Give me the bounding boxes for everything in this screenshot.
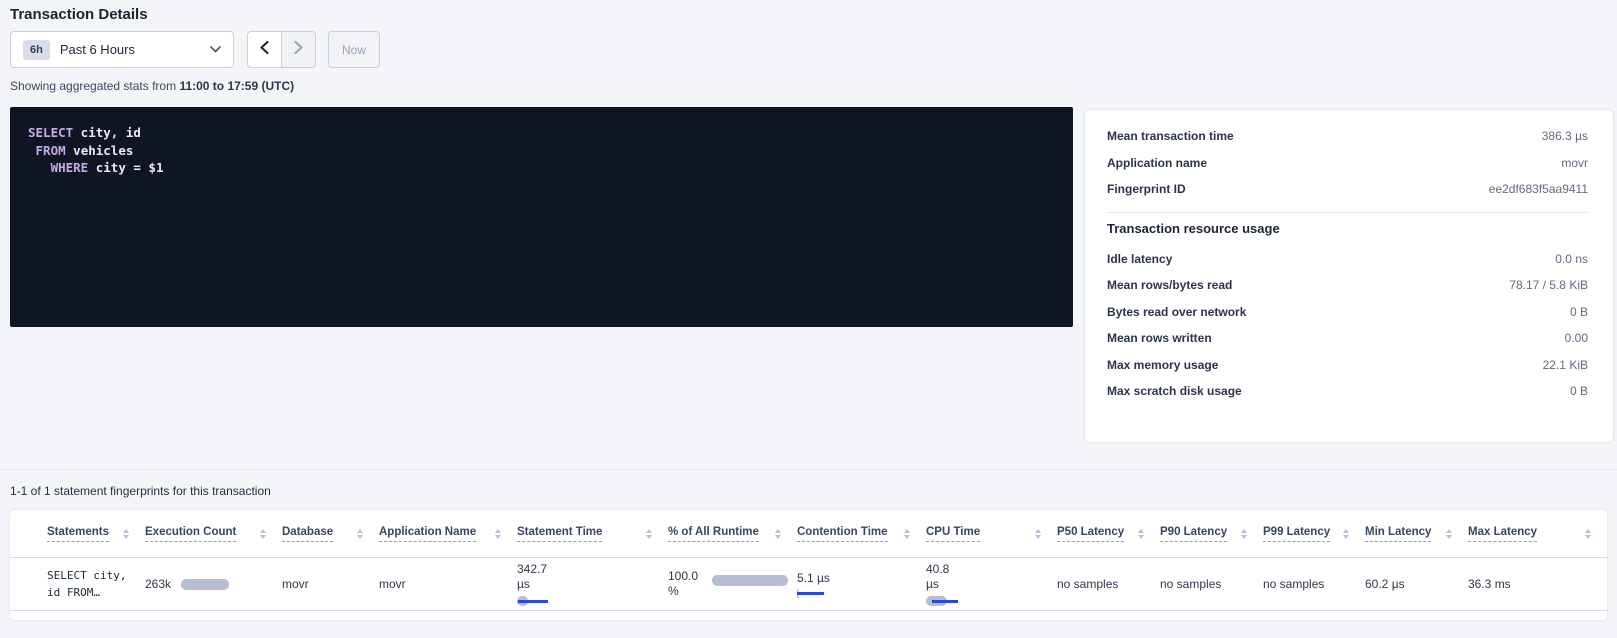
column-header-contention-time: Contention Time bbox=[797, 526, 926, 542]
summary-value: 386.3 µs bbox=[1541, 129, 1588, 144]
runtime-pct-bar bbox=[712, 574, 789, 586]
p99-latency-cell: no samples bbox=[1263, 577, 1325, 591]
stats-caption-prefix: Showing aggregated stats from bbox=[10, 79, 180, 93]
aggregated-stats-caption: Showing aggregated stats from 11:00 to 1… bbox=[10, 79, 294, 93]
resource-row: Max scratch disk usage 0 B bbox=[1107, 378, 1588, 405]
column-header-p90-latency: P90 Latency bbox=[1160, 526, 1263, 542]
time-nav-group bbox=[247, 31, 316, 68]
p50-latency-cell: no samples bbox=[1057, 577, 1119, 591]
cpu-time-bar bbox=[926, 596, 974, 606]
resource-label: Bytes read over network bbox=[1107, 304, 1247, 319]
resource-label: Max memory usage bbox=[1107, 357, 1219, 372]
resource-row: Mean rows written 0.00 bbox=[1107, 325, 1588, 352]
resource-row: Idle latency 0.0 ns bbox=[1107, 246, 1588, 273]
statements-count-caption: 1-1 of 1 statement fingerprints for this… bbox=[10, 484, 271, 498]
sort-icon[interactable] bbox=[1446, 528, 1452, 539]
sql-keyword: FROM bbox=[35, 142, 66, 158]
next-time-button[interactable] bbox=[281, 31, 316, 68]
runtime-pct-cell: 100.0 % bbox=[668, 569, 797, 599]
summary-value: movr bbox=[1561, 155, 1588, 170]
divider bbox=[1107, 211, 1588, 213]
summary-row: Application name movr bbox=[1107, 150, 1588, 177]
execution-count-cell: 263k bbox=[145, 577, 282, 591]
sort-icon[interactable] bbox=[495, 528, 501, 539]
resource-value: 78.17 / 5.8 KiB bbox=[1509, 278, 1588, 293]
column-header-max-latency: Max Latency bbox=[1468, 526, 1607, 542]
column-header-runtime-pct: % of All Runtime bbox=[668, 526, 797, 542]
summary-label: Mean transaction time bbox=[1107, 129, 1234, 144]
execution-count-bar bbox=[181, 578, 230, 590]
summary-label: Application name bbox=[1107, 155, 1208, 170]
resource-row: Bytes read over network 0 B bbox=[1107, 299, 1588, 326]
sort-icon[interactable] bbox=[775, 528, 781, 539]
sort-icon[interactable] bbox=[260, 528, 266, 539]
time-range-badge: 6h bbox=[23, 39, 50, 60]
statement-time-bar bbox=[517, 596, 565, 606]
sort-icon[interactable] bbox=[646, 528, 652, 539]
transaction-sql-box: SELECT city, id FROM vehicles WHERE city… bbox=[10, 107, 1073, 327]
section-divider bbox=[0, 469, 1617, 470]
table-row: SELECT city, id FROM… 263k movr movr 342… bbox=[10, 558, 1607, 611]
resource-usage-title: Transaction resource usage bbox=[1107, 220, 1280, 236]
time-range-label: Past 6 Hours bbox=[59, 42, 135, 57]
column-header-database: Database bbox=[282, 526, 379, 542]
sort-icon[interactable] bbox=[1585, 528, 1591, 539]
sort-icon[interactable] bbox=[1035, 528, 1041, 539]
summary-row: Mean transaction time 386.3 µs bbox=[1107, 123, 1588, 150]
column-header-p99-latency: P99 Latency bbox=[1263, 526, 1365, 542]
column-header-cpu-time: CPU Time bbox=[926, 526, 1057, 542]
resource-label: Mean rows/bytes read bbox=[1107, 278, 1233, 293]
chevron-right-icon bbox=[294, 40, 303, 59]
application-name-cell: movr bbox=[379, 577, 406, 591]
page-title: Transaction Details bbox=[10, 6, 148, 23]
resource-label: Max scratch disk usage bbox=[1107, 384, 1242, 399]
previous-time-button[interactable] bbox=[247, 31, 282, 68]
summary-row: Fingerprint ID ee2df683f5aa9411 bbox=[1107, 176, 1588, 203]
sort-icon[interactable] bbox=[904, 528, 910, 539]
contention-time-bar bbox=[797, 588, 827, 598]
column-header-min-latency: Min Latency bbox=[1365, 526, 1468, 542]
transaction-summary-panel: Mean transaction time 386.3 µs Applicati… bbox=[1085, 110, 1613, 442]
sort-icon[interactable] bbox=[1343, 528, 1349, 539]
resource-value: 0.0 ns bbox=[1555, 251, 1588, 266]
p90-latency-cell: no samples bbox=[1160, 577, 1222, 591]
min-latency-cell: 60.2 µs bbox=[1365, 577, 1405, 591]
resource-value: 0.00 bbox=[1564, 331, 1588, 346]
resource-label: Idle latency bbox=[1107, 251, 1173, 266]
statement-link[interactable]: SELECT city, id FROM… bbox=[47, 569, 127, 599]
time-controls: 6h Past 6 Hours Now bbox=[10, 31, 381, 68]
sql-statement: SELECT city, id FROM vehicles WHERE city… bbox=[28, 125, 164, 175]
cpu-time-cell: 40.8 µs bbox=[926, 562, 1057, 606]
sort-icon[interactable] bbox=[357, 528, 363, 539]
sort-icon[interactable] bbox=[1241, 528, 1247, 539]
sql-keyword: SELECT bbox=[28, 125, 74, 140]
database-cell: movr bbox=[282, 577, 309, 591]
chevron-down-icon bbox=[210, 46, 221, 53]
resource-value: 0 B bbox=[1569, 304, 1588, 319]
column-header-p50-latency: P50 Latency bbox=[1057, 526, 1160, 542]
column-header-statement-time: Statement Time bbox=[517, 526, 668, 542]
chevron-left-icon bbox=[260, 40, 269, 59]
summary-label: Fingerprint ID bbox=[1107, 182, 1186, 197]
time-range-dropdown[interactable]: 6h Past 6 Hours bbox=[10, 31, 234, 68]
stats-caption-range: 11:00 to 17:59 (UTC) bbox=[179, 79, 295, 93]
sort-icon[interactable] bbox=[1138, 528, 1144, 539]
column-header-application-name: Application Name bbox=[379, 526, 517, 542]
statements-table: Statements Execution Count Database Appl… bbox=[10, 510, 1607, 620]
now-button[interactable]: Now bbox=[328, 31, 381, 68]
max-latency-cell: 36.3 ms bbox=[1468, 577, 1511, 591]
resource-label: Mean rows written bbox=[1107, 331, 1212, 346]
sort-icon[interactable] bbox=[123, 528, 129, 539]
statements-table-header: Statements Execution Count Database Appl… bbox=[10, 510, 1607, 558]
resource-value: 22.1 KiB bbox=[1542, 357, 1588, 372]
column-header-execution-count: Execution Count bbox=[145, 526, 282, 542]
column-header-statements: Statements bbox=[10, 526, 145, 542]
statement-time-cell: 342.7 µs bbox=[517, 562, 668, 606]
resource-row: Max memory usage 22.1 KiB bbox=[1107, 352, 1588, 379]
resource-value: 0 B bbox=[1569, 384, 1588, 399]
summary-value: ee2df683f5aa9411 bbox=[1488, 182, 1588, 197]
resource-row: Mean rows/bytes read 78.17 / 5.8 KiB bbox=[1107, 272, 1588, 299]
sql-keyword: WHERE bbox=[50, 160, 89, 175]
contention-time-cell: 5.1 µs bbox=[797, 571, 926, 598]
